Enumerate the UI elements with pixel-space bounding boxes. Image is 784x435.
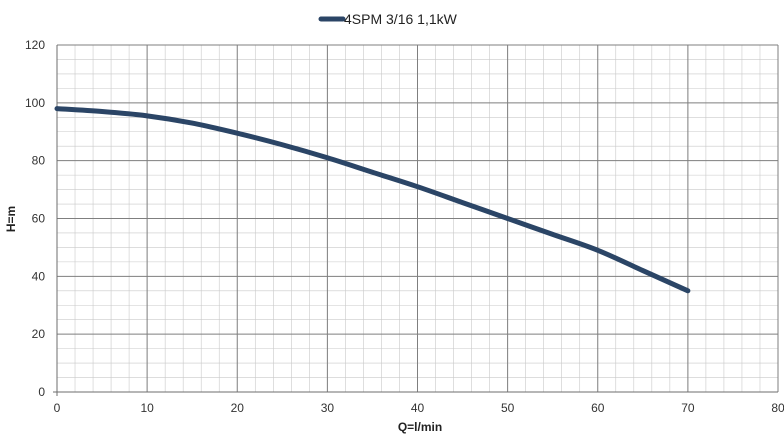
legend: 4SPM 3/16 1,1kW [318, 11, 458, 27]
series-layer [54, 106, 691, 294]
series-line [54, 106, 691, 294]
y-tick-label: 0 [38, 385, 45, 399]
x-axis-label: Q=l/min [398, 420, 442, 434]
x-tick-label: 60 [591, 401, 605, 415]
x-tick-labels: 0 10 20 30 40 50 60 70 80 [54, 401, 784, 415]
y-tick-label: 80 [32, 154, 46, 168]
x-tick-label: 40 [411, 401, 425, 415]
major-grid [53, 44, 779, 396]
y-axis-label: H=m [4, 206, 18, 232]
x-tick-label: 80 [771, 401, 784, 415]
y-tick-label: 20 [32, 327, 46, 341]
legend-label: 4SPM 3/16 1,1kW [344, 11, 458, 27]
x-tick-label: 10 [140, 401, 154, 415]
x-tick-label: 70 [681, 401, 695, 415]
x-tick-label: 0 [54, 401, 61, 415]
x-tick-label: 30 [321, 401, 335, 415]
y-tick-label: 120 [25, 38, 45, 52]
y-tick-labels: 0 20 40 60 80 100 120 [25, 38, 45, 399]
x-tick-label: 20 [231, 401, 245, 415]
y-tick-label: 100 [25, 96, 45, 110]
y-tick-label: 60 [32, 212, 46, 226]
x-tick-label: 50 [501, 401, 515, 415]
y-tick-label: 40 [32, 269, 46, 283]
